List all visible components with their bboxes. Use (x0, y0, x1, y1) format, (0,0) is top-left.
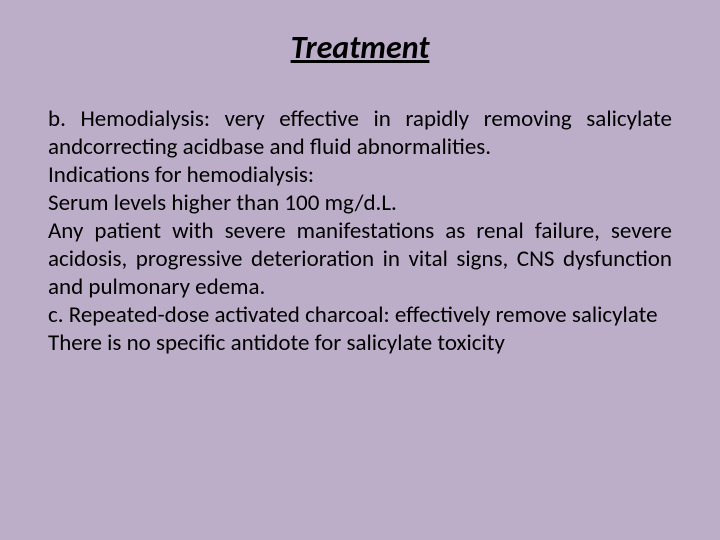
paragraph-indications-heading: Indications for hemodialysis: (48, 161, 672, 189)
paragraph-severe-manifestations: Any patient with severe manifestations a… (48, 217, 672, 301)
slide-title: Treatment (48, 28, 672, 67)
paragraph-hemodialysis: b. Hemodialysis: very effective in rapid… (48, 105, 672, 161)
paragraph-charcoal: c. Repeated-dose activated charcoal: eff… (48, 301, 672, 329)
paragraph-no-antidote: There is no specific antidote for salicy… (48, 329, 672, 357)
paragraph-serum-levels: Serum levels higher than 100 mg/d.L. (48, 189, 672, 217)
slide-body: b. Hemodialysis: very effective in rapid… (48, 105, 672, 357)
